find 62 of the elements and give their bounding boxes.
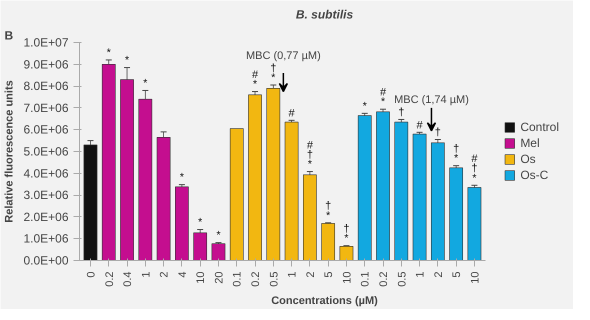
chart-title: B. subtilis: [296, 8, 354, 22]
x-tick-label: 10: [469, 271, 482, 284]
y-tick-label: 8.0E+06: [23, 79, 69, 94]
x-tick-label: 2: [158, 271, 171, 278]
data-label: *: [362, 100, 368, 112]
x-tick-label: 2: [432, 271, 445, 278]
y-tick-label: 1.0E+07: [23, 36, 69, 50]
data-label: # † *: [306, 139, 314, 171]
annotation: MBC (1,74 µM): [394, 94, 469, 106]
x-tick-label: 0.1: [232, 271, 244, 287]
x-tick-label: 20: [213, 271, 226, 284]
y-axis-title: Relative fluorescence units: [3, 80, 16, 223]
y-tick-label: 6.0E+06: [23, 122, 69, 137]
x-tick-label: 0.1: [360, 271, 372, 287]
x-tick-label: 10: [341, 271, 354, 284]
data-label: *: [180, 172, 185, 184]
y-tick-label: 0.0E+00: [23, 254, 69, 268]
data-label: *: [216, 230, 222, 242]
data-label: *: [198, 216, 204, 229]
data-label: †: [398, 106, 404, 118]
x-tick-label: 0.5: [396, 271, 408, 287]
data-label: † *: [453, 143, 460, 165]
legend-label: Os: [520, 152, 537, 166]
x-tick-label: 1: [140, 271, 152, 278]
x-tick-label: 0.5: [268, 271, 280, 287]
y-tick-label: 7.0E+06: [23, 100, 69, 115]
x-tick-label: 5: [323, 271, 336, 278]
data-label: † *: [270, 62, 276, 84]
x-axis-title: Concentrations (µM): [271, 294, 378, 307]
y-tick-label: 4.0E+06: [23, 166, 69, 180]
data-label: † *: [325, 200, 332, 222]
legend-label: Os-C: [520, 168, 548, 182]
x-tick-label: 1: [286, 271, 299, 278]
data-label: #: [416, 119, 424, 132]
data-label: *: [124, 54, 130, 67]
data-label: † *: [343, 223, 350, 245]
x-tick-label: 10: [195, 271, 208, 284]
x-tick-label: 5: [451, 271, 464, 278]
x-tick-label: 0.2: [104, 271, 116, 287]
y-tick-label: 1.0E+06: [23, 232, 69, 246]
x-tick-label: 4: [176, 271, 189, 278]
data-label: †: [434, 126, 441, 139]
data-label: # *: [380, 86, 387, 108]
y-tick-label: 5.0E+06: [23, 144, 69, 158]
x-tick-label: 1: [414, 271, 427, 278]
data-label: *: [106, 46, 112, 59]
data-label: # *: [252, 68, 259, 91]
data-label: *: [143, 77, 148, 90]
x-tick-label: 0.4: [122, 271, 134, 287]
x-tick-label: 0.2: [378, 271, 390, 287]
data-label: #: [288, 107, 296, 120]
x-tick-label: 0: [85, 271, 98, 278]
annotation: MBC (0,77 µM): [246, 50, 321, 62]
x-tick-label: 2: [304, 271, 317, 278]
y-tick-label: 3.0E+06: [23, 188, 69, 202]
legend-label: Control: [520, 120, 559, 134]
data-label: # † *: [471, 153, 478, 184]
text: B: [4, 28, 14, 42]
y-tick-label: 9.0E+06: [23, 57, 69, 72]
y-tick-label: 2.0E+06: [23, 210, 69, 224]
x-tick-label: 0.2: [250, 271, 262, 287]
legend-label: Mel: [520, 136, 540, 150]
